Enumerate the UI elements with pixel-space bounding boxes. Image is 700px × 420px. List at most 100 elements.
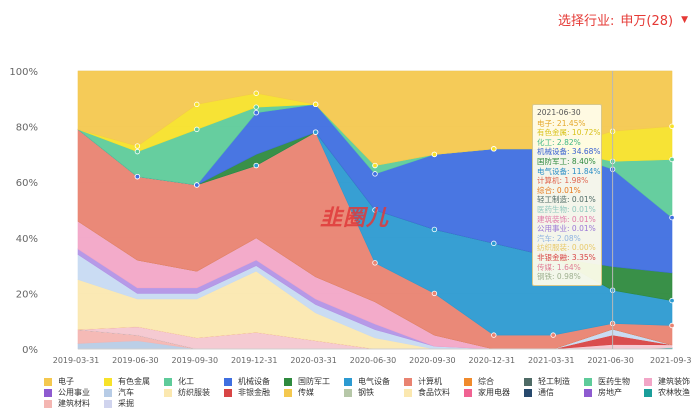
- y-tick-label: 40%: [16, 234, 38, 245]
- legend-label: 钢铁: [358, 388, 374, 397]
- y-tick-label: 80%: [16, 123, 38, 134]
- tooltip-row: 化工: 2.82%: [537, 137, 581, 147]
- x-tick-label: 2019-09-30: [172, 356, 219, 365]
- legend-swatch: [584, 388, 592, 397]
- tooltip-row-value: 0.00%: [571, 243, 596, 253]
- legend-item[interactable]: 电气设备: [344, 376, 390, 387]
- data-point: [253, 104, 259, 110]
- legend-swatch: [164, 377, 172, 386]
- tooltip-row: 国防军工: 8.40%: [537, 156, 596, 166]
- data-point: [194, 126, 200, 133]
- data-point: [669, 123, 675, 130]
- legend-item[interactable]: 食品饮料: [404, 387, 450, 398]
- legend-swatch: [344, 388, 352, 397]
- legend-swatch: [524, 388, 532, 397]
- legend-swatch: [404, 377, 412, 386]
- legend-swatch: [104, 399, 112, 408]
- legend-item[interactable]: 非银金融: [224, 387, 270, 398]
- legend-item[interactable]: 传媒: [284, 387, 314, 398]
- y-tick-label: 20%: [16, 289, 38, 300]
- chevron-down-icon: ▼: [681, 14, 688, 25]
- data-point: [669, 156, 675, 163]
- legend-label: 传媒: [298, 388, 314, 397]
- legend-label: 有色金属: [118, 377, 150, 386]
- legend-item[interactable]: 汽车: [104, 387, 134, 398]
- legend-item[interactable]: 医药生物: [584, 376, 630, 387]
- tooltip-row-value: 2.82%: [556, 137, 581, 147]
- legend-item[interactable]: 建筑材料: [44, 398, 90, 409]
- legend-item[interactable]: 有色金属: [104, 376, 150, 387]
- tooltip-row-value: 0.01%: [571, 195, 596, 205]
- data-point: [431, 226, 438, 233]
- data-point: [550, 332, 556, 338]
- tooltip-row-value: 2.08%: [556, 233, 581, 243]
- tooltip-row: 钢铁: 0.98%: [537, 272, 581, 282]
- legend-label: 采掘: [118, 399, 134, 408]
- legend-swatch: [464, 377, 472, 386]
- tooltip-row: 纺织服装: 0.00%: [537, 243, 596, 253]
- tooltip-row-label: 轻工制造: [537, 195, 567, 205]
- legend-label: 国防军工: [298, 377, 330, 386]
- legend-item[interactable]: 化工: [164, 376, 194, 387]
- x-tick-label: 2019-12-31: [231, 356, 278, 365]
- legend-swatch: [644, 377, 652, 386]
- tooltip-row-value: 8.40%: [571, 156, 596, 166]
- tooltip-row: 电子: 21.45%: [537, 118, 586, 128]
- legend-item[interactable]: 计算机: [404, 376, 442, 387]
- legend-item[interactable]: 钢铁: [344, 387, 374, 398]
- tooltip-row-label: 钢铁: [537, 272, 552, 282]
- industry-selector-label: 选择行业:: [558, 14, 615, 29]
- legend-item[interactable]: 综合: [464, 376, 494, 387]
- tooltip-row-label: 电气设备: [537, 166, 567, 176]
- tooltip-row-value: 0.01%: [556, 185, 581, 195]
- tooltip-row-value: 34.68%: [571, 147, 601, 157]
- tooltip-row-label: 综合: [537, 185, 552, 195]
- y-tick-label: 60%: [16, 178, 38, 189]
- y-tick-label: 100%: [9, 67, 38, 78]
- legend-label: 食品饮料: [418, 388, 450, 397]
- tooltip-row-value: 11.84%: [571, 166, 601, 176]
- legend-item[interactable]: 建筑装饰: [644, 376, 690, 387]
- tooltip-row-label: 计算机: [537, 176, 560, 186]
- data-point: [491, 240, 497, 247]
- data-point: [194, 182, 200, 188]
- x-tick-label: 2021-06-30: [587, 356, 634, 365]
- industry-selector[interactable]: 选择行业: 申万(28) ▼: [558, 10, 688, 29]
- tooltip-row: 汽车: 2.08%: [537, 233, 581, 243]
- tooltip-row: 计算机: 1.98%: [537, 176, 589, 186]
- legend-item[interactable]: 机械设备: [224, 376, 270, 387]
- legend-swatch: [104, 388, 112, 397]
- tooltip-row-label: 电子: [537, 118, 552, 128]
- tooltip-row-value: 1.64%: [556, 262, 581, 272]
- legend-item[interactable]: 采掘: [104, 398, 134, 409]
- legend-label: 电子: [58, 377, 74, 386]
- legend-label: 公用事业: [58, 388, 90, 397]
- legend-item[interactable]: 农林牧渔: [644, 387, 690, 398]
- data-point: [312, 129, 319, 135]
- industry-selector-value: 申万(28): [620, 14, 674, 29]
- tooltip-row-value: 1.98%: [564, 176, 589, 186]
- legend-swatch: [164, 388, 172, 397]
- data-point: [312, 101, 319, 108]
- data-point: [372, 207, 378, 213]
- legend-label: 家用电器: [478, 388, 510, 397]
- legend-label: 轻工制造: [538, 377, 570, 386]
- legend-swatch: [44, 377, 52, 386]
- legend-item[interactable]: 房地产: [584, 387, 622, 398]
- legend-label: 综合: [478, 377, 494, 386]
- legend-swatch: [404, 388, 412, 397]
- legend-item[interactable]: 轻工制造: [524, 376, 570, 387]
- legend-item[interactable]: 公用事业: [44, 387, 90, 398]
- data-point: [372, 260, 378, 266]
- legend-item[interactable]: 通信: [524, 387, 554, 398]
- legend-swatch: [224, 377, 232, 386]
- legend-item[interactable]: 国防军工: [284, 376, 330, 387]
- legend-item[interactable]: 电子: [44, 376, 74, 387]
- legend-item[interactable]: 纺织服装: [164, 387, 210, 398]
- tooltip-row-label: 纺织服装: [537, 243, 567, 253]
- tooltip-row-value: 3.35%: [571, 252, 596, 262]
- data-point: [194, 101, 200, 108]
- legend-item[interactable]: 家用电器: [464, 387, 510, 398]
- tooltip-row: 机械设备: 34.68%: [537, 147, 601, 157]
- tooltip-row: 医药生物: 0.01%: [537, 204, 596, 214]
